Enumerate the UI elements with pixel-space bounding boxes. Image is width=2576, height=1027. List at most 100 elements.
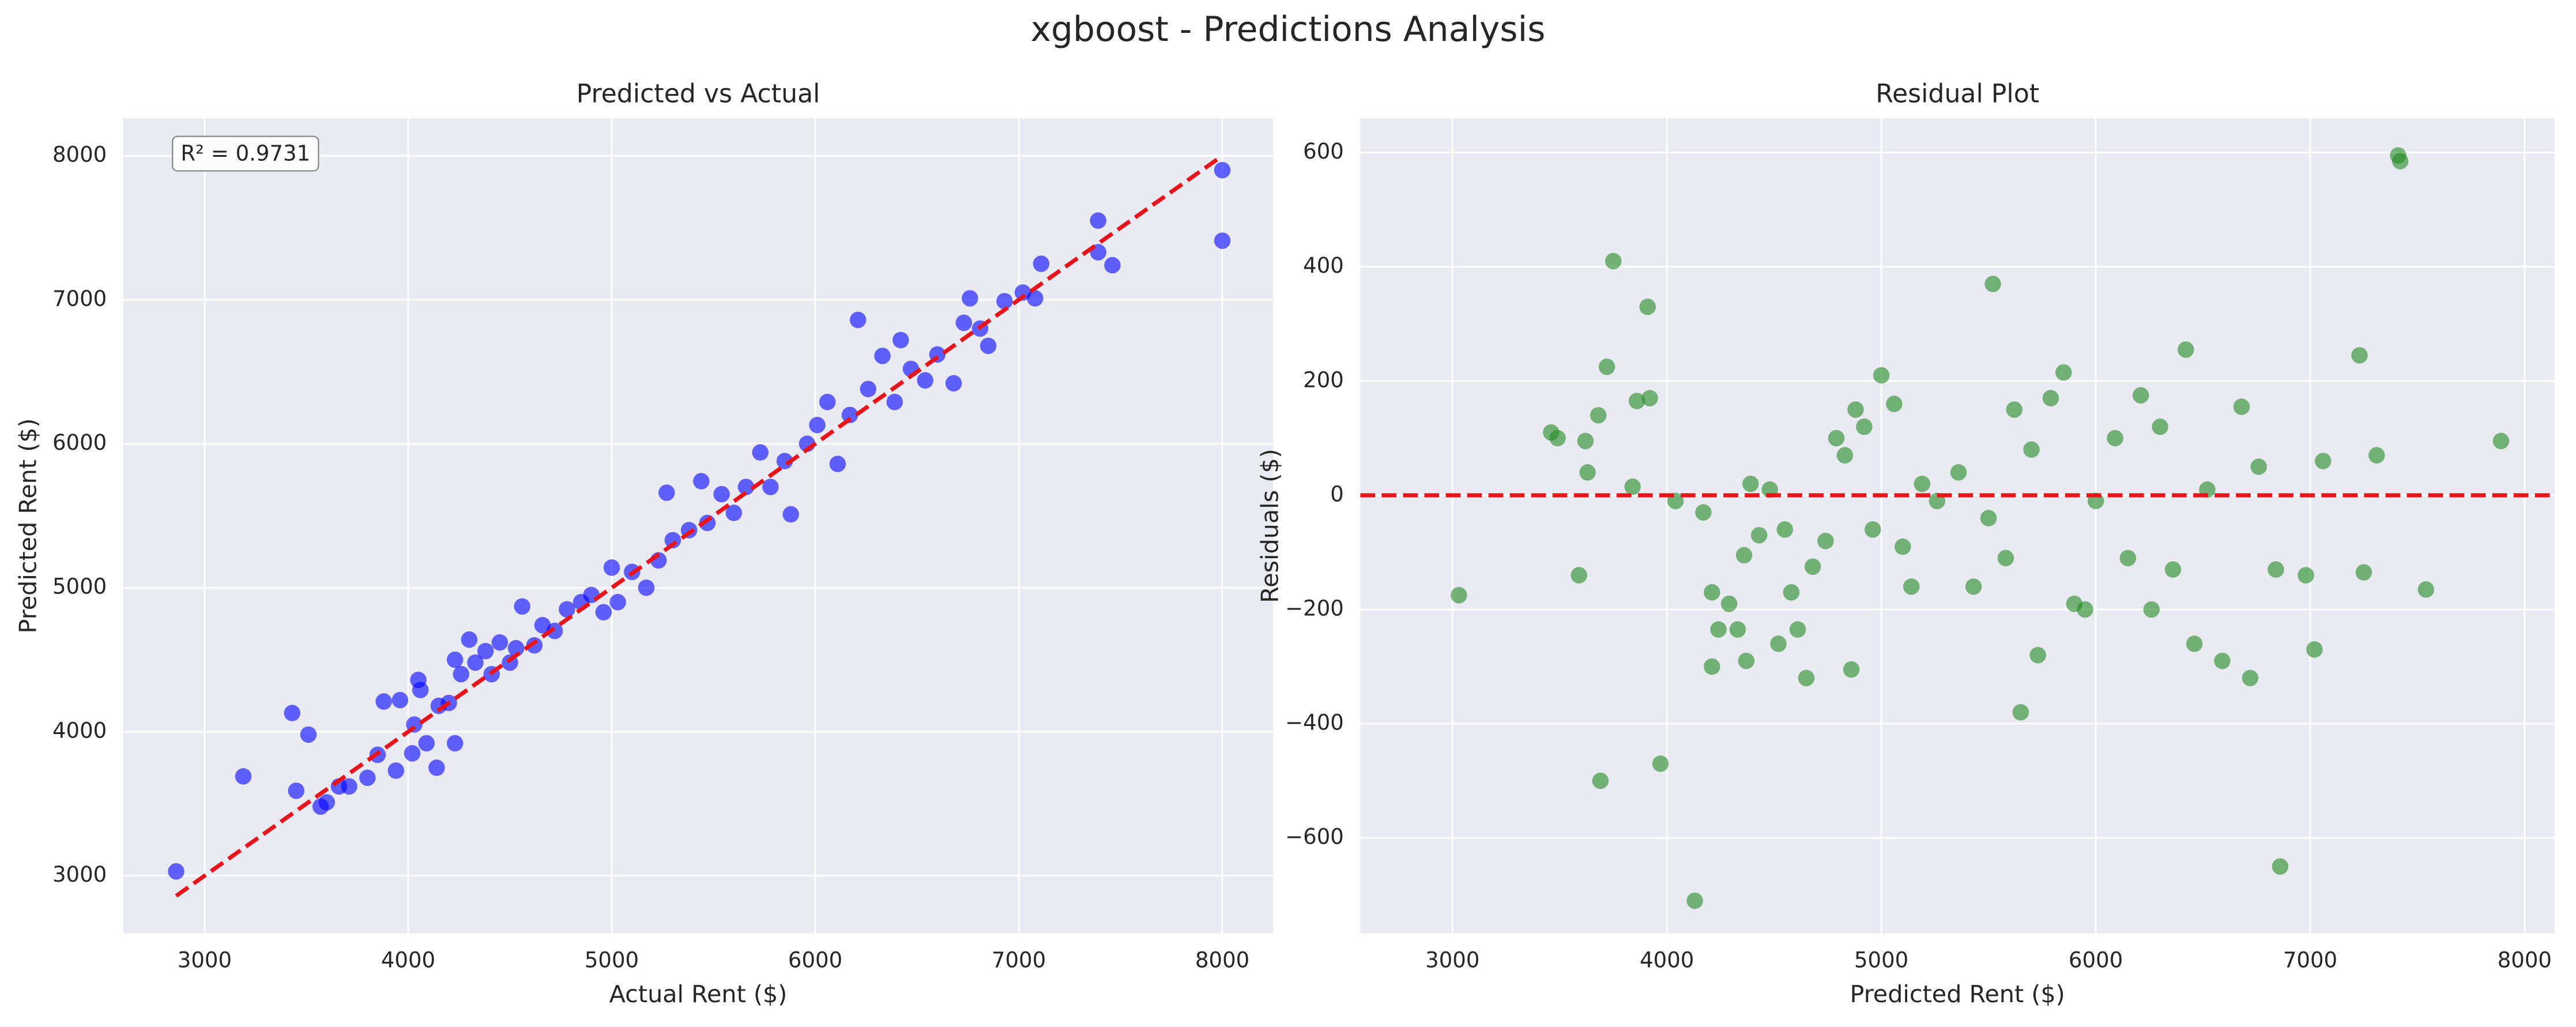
subplot-title: Residual Plot <box>1875 79 2039 108</box>
point <box>1828 430 1845 447</box>
point <box>2178 341 2194 358</box>
point <box>1886 396 1903 412</box>
y-tick-label: 4000 <box>52 718 107 743</box>
point <box>1710 621 1727 638</box>
point <box>284 705 300 721</box>
x-tick-label: 8000 <box>1195 947 1249 972</box>
x-tick-label: 3000 <box>178 947 232 972</box>
point <box>1571 567 1587 584</box>
point <box>1738 652 1755 669</box>
point <box>453 665 469 683</box>
point <box>1033 255 1050 272</box>
point <box>318 794 335 811</box>
x-tick-label: 7000 <box>992 947 1046 972</box>
x-tick-label: 5000 <box>585 947 639 972</box>
point <box>1641 390 1658 407</box>
point <box>776 453 793 469</box>
annotation-box <box>172 136 319 172</box>
point <box>1865 521 1881 538</box>
point <box>1686 892 1703 909</box>
point <box>404 745 421 762</box>
point <box>1914 475 1931 492</box>
point <box>996 293 1013 310</box>
point <box>1776 521 1794 538</box>
point <box>1104 257 1121 274</box>
x-tick-label: 8000 <box>2498 947 2552 972</box>
point <box>2042 390 2059 407</box>
point <box>2186 635 2203 652</box>
y-tick-label: 200 <box>1303 367 1344 392</box>
y-axis-label: Predicted Rent ($) <box>14 418 42 633</box>
point <box>917 372 933 389</box>
point <box>168 863 184 880</box>
point <box>693 473 710 490</box>
point <box>737 479 755 495</box>
point <box>1451 586 1467 604</box>
point <box>288 783 305 799</box>
point <box>2023 441 2040 458</box>
point <box>1997 550 2014 567</box>
point <box>762 479 779 495</box>
point <box>559 601 575 618</box>
point <box>1598 358 1615 375</box>
point <box>603 559 620 576</box>
point <box>2152 418 2168 435</box>
point <box>387 762 405 779</box>
point <box>725 505 743 521</box>
point <box>1704 584 1720 601</box>
point <box>1605 253 1622 270</box>
point <box>1980 510 1997 526</box>
point <box>2298 567 2314 584</box>
point <box>418 735 435 752</box>
point <box>849 311 867 329</box>
point <box>609 593 626 611</box>
x-tick-label: 4000 <box>381 947 435 972</box>
point <box>2355 564 2372 581</box>
point <box>446 651 464 668</box>
x-tick-label: 5000 <box>1854 947 1908 972</box>
point <box>1856 418 1873 435</box>
point <box>1847 401 1864 418</box>
point <box>1628 393 1645 409</box>
x-tick-label: 4000 <box>1640 947 1694 972</box>
y-tick-label: 5000 <box>52 574 107 599</box>
point <box>2055 364 2072 381</box>
point <box>892 332 909 348</box>
point <box>2164 561 2182 578</box>
point <box>2029 646 2046 664</box>
point <box>428 759 445 776</box>
point <box>391 691 409 709</box>
point <box>1735 547 1753 564</box>
point <box>1704 658 1720 675</box>
point <box>507 639 525 657</box>
y-tick-label: 8000 <box>52 142 107 167</box>
point <box>2492 432 2510 450</box>
point <box>664 532 681 549</box>
y-tick-label: 0 <box>1330 481 1344 506</box>
point <box>467 654 484 671</box>
point <box>2119 550 2137 567</box>
annotation: R² = 0.9731 <box>180 141 310 165</box>
point <box>841 407 858 423</box>
point <box>1789 621 1806 638</box>
point <box>461 631 478 648</box>
point <box>2214 652 2231 669</box>
y-tick-label: −600 <box>1285 825 1344 849</box>
reference-line <box>175 154 1224 898</box>
point <box>1549 430 1566 447</box>
point <box>359 769 376 787</box>
point <box>1090 212 1106 229</box>
point <box>1750 526 1768 544</box>
y-tick-label: 400 <box>1303 253 1344 278</box>
point <box>1592 772 1609 789</box>
point <box>235 768 252 785</box>
point <box>491 634 509 651</box>
point <box>2417 581 2435 598</box>
point <box>1579 464 1596 481</box>
point <box>1895 538 1911 555</box>
point <box>1014 284 1031 301</box>
point <box>1950 464 1967 481</box>
point <box>1214 161 1231 179</box>
point <box>2392 153 2409 170</box>
